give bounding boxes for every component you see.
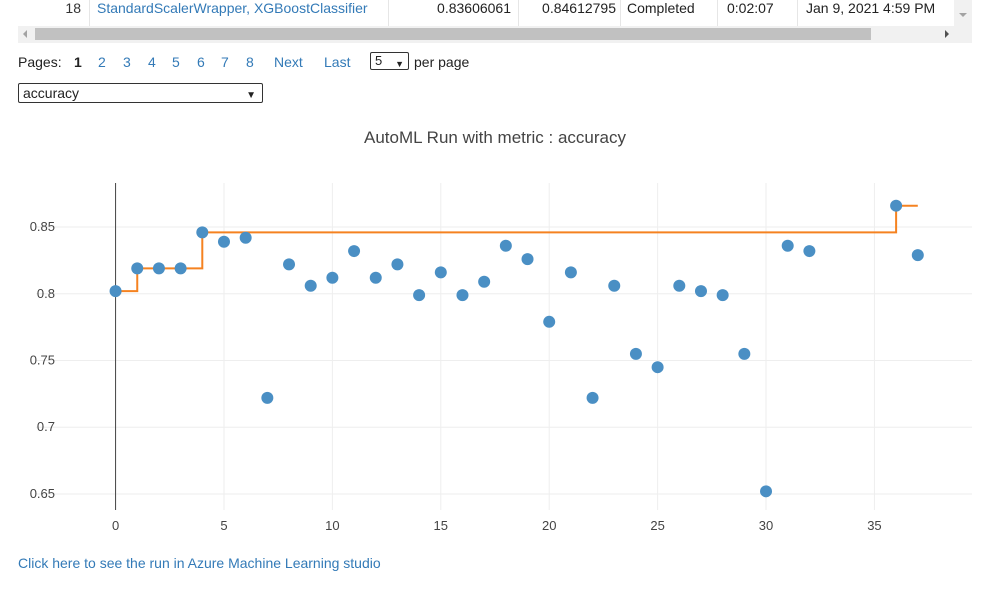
data-point — [673, 279, 686, 292]
data-point — [586, 391, 599, 404]
horizontal-scrollbar[interactable] — [18, 26, 954, 43]
y-tick-label: 0.65 — [30, 486, 55, 501]
data-point — [326, 271, 339, 284]
pages-label: Pages: — [18, 54, 62, 70]
page-link[interactable]: 3 — [123, 54, 131, 70]
data-point — [196, 226, 209, 239]
x-tick-label: 0 — [112, 518, 119, 533]
x-tick-label: 35 — [867, 518, 881, 533]
x-tick-label: 30 — [759, 518, 773, 533]
page-link-current[interactable]: 1 — [74, 54, 82, 70]
data-point — [911, 249, 924, 262]
data-point — [499, 239, 512, 252]
chevron-down-icon: ▼ — [246, 90, 256, 101]
chart-axes: 0 5 10 15 20 25 30 35 0.65 0.7 0.75 0.8 0.85 — [30, 183, 882, 533]
data-point — [109, 285, 122, 298]
data-point — [391, 258, 404, 271]
page-link[interactable]: 8 — [246, 54, 254, 70]
x-tick-label: 5 — [220, 518, 227, 533]
row-index: 18 — [18, 0, 90, 26]
azure-studio-link[interactable]: Click here to see the run in Azure Machi… — [18, 555, 381, 571]
best-so-far-line — [115, 204, 918, 293]
x-tick-label: 10 — [325, 518, 339, 533]
data-point — [283, 258, 296, 271]
runs-table: 18 StandardScalerWrapper, XGBoostClassif… — [18, 0, 972, 27]
scroll-down-icon[interactable] — [959, 13, 967, 17]
vertical-scrollbar[interactable] — [954, 0, 972, 43]
page-link[interactable]: 4 — [148, 54, 156, 70]
x-tick-label: 25 — [650, 518, 664, 533]
data-point — [629, 347, 642, 360]
data-point — [543, 315, 556, 328]
y-tick-label: 0.8 — [37, 286, 55, 301]
data-point — [694, 285, 707, 298]
scrollbar-thumb[interactable] — [35, 28, 871, 40]
pipeline-link[interactable]: StandardScalerWrapper, XGBoostClassifier — [90, 0, 389, 26]
duration-cell: 0:02:07 — [718, 0, 798, 26]
data-point — [348, 245, 361, 258]
metric-select[interactable]: accuracy ▼ — [18, 83, 263, 103]
data-point — [217, 235, 230, 248]
chart-title: AutoML Run with metric : accuracy — [364, 128, 627, 147]
data-point — [651, 361, 664, 374]
data-point — [478, 275, 491, 288]
score-cell: 0.83606061 — [389, 0, 519, 26]
data-point — [131, 262, 144, 275]
page-link[interactable]: 7 — [221, 54, 229, 70]
data-point — [152, 262, 165, 275]
last-page-link[interactable]: Last — [324, 54, 351, 70]
page-link[interactable]: 5 — [172, 54, 180, 70]
data-point — [521, 253, 534, 266]
data-point — [413, 289, 426, 302]
score-cell: 0.84612795 — [519, 0, 621, 26]
per-page-select[interactable]: 5 ▼ — [370, 52, 409, 70]
status-cell: Completed — [621, 0, 718, 26]
metric-select-value: accuracy — [23, 85, 80, 101]
data-point — [239, 231, 252, 244]
chevron-down-icon: ▼ — [395, 59, 404, 69]
data-point — [434, 266, 447, 279]
page-link[interactable]: 6 — [197, 54, 205, 70]
per-page-value: 5 — [375, 53, 383, 68]
data-point — [781, 239, 794, 252]
data-point — [608, 279, 621, 292]
x-tick-label: 20 — [542, 518, 556, 533]
metric-chart: AutoML Run with metric : accuracy 0 5 10 15… — [30, 128, 972, 533]
x-tick-label: 15 — [434, 518, 448, 533]
per-page-label: per page — [414, 54, 470, 70]
y-tick-label: 0.75 — [30, 353, 55, 368]
data-point — [564, 266, 577, 279]
data-point — [716, 289, 729, 302]
data-point — [456, 289, 469, 302]
date-cell: Jan 9, 2021 4:59 PM — [806, 0, 936, 16]
data-point — [369, 271, 382, 284]
next-page-link[interactable]: Next — [274, 54, 303, 70]
scroll-right-icon[interactable] — [945, 30, 949, 38]
chart-marks — [109, 199, 924, 498]
data-point — [803, 245, 816, 258]
scroll-left-icon[interactable] — [23, 30, 27, 38]
data-point — [174, 262, 187, 275]
data-point — [304, 279, 317, 292]
page-link[interactable]: 2 — [98, 54, 106, 70]
data-point — [738, 347, 751, 360]
data-point — [261, 391, 274, 404]
table-row: 18 StandardScalerWrapper, XGBoostClassif… — [18, 0, 954, 26]
y-tick-label: 0.7 — [37, 419, 55, 434]
data-point — [890, 199, 903, 212]
y-tick-label: 0.85 — [30, 219, 55, 234]
data-point — [760, 485, 773, 498]
chart-grid — [36, 183, 972, 510]
